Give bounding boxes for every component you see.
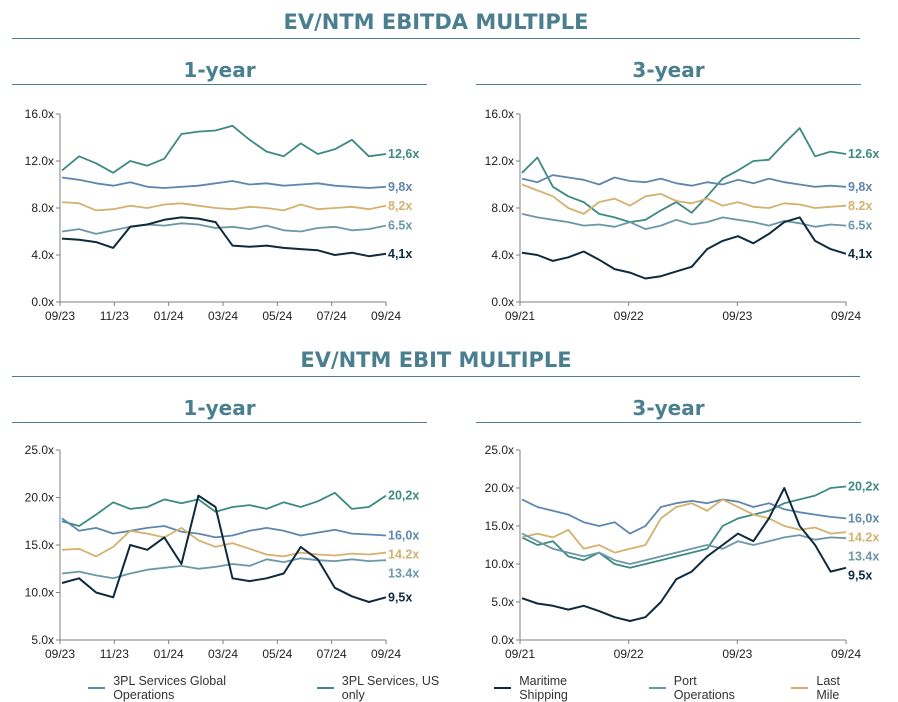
ebitda-section-title: EV/NTM EBITDA MULTIPLE [12, 10, 860, 39]
x-tick-label: 09/21 [505, 647, 535, 661]
y-tick-label: 20.0x [25, 491, 54, 505]
series-line-us [521, 127, 847, 223]
legend-swatch [88, 687, 106, 689]
y-tick-label: 8.0x [31, 201, 54, 215]
x-tick-label: 09/24 [371, 309, 401, 323]
end-value-label: 9,8x [388, 180, 412, 194]
x-tick-label: 05/24 [262, 309, 292, 323]
end-value-label: 13.4x [388, 567, 419, 581]
y-tick-label: 16.0x [485, 107, 514, 121]
y-tick-label: 20.0x [485, 481, 514, 495]
end-value-label: 14.2x [848, 530, 879, 544]
end-value-label: 8,2x [388, 199, 412, 213]
x-tick-label: 11/23 [100, 309, 129, 323]
end-value-label: 20,2x [388, 489, 419, 503]
y-tick-label: 0.0x [31, 295, 54, 309]
y-tick-label: 8.0x [491, 201, 514, 215]
end-value-label: 6.5x [848, 219, 872, 233]
series-line-maritime [521, 216, 847, 280]
end-value-label: 14.2x [388, 548, 419, 562]
x-tick-label: 01/24 [154, 309, 184, 323]
series-line-lastmile [61, 201, 387, 212]
end-value-label: 9,5x [388, 590, 412, 604]
x-tick-label: 01/24 [154, 647, 184, 661]
end-value-label: 8.2x [848, 199, 872, 213]
end-value-label: 6.5x [388, 219, 412, 233]
x-tick-label: 05/24 [262, 647, 292, 661]
y-tick-label: 25.0x [485, 443, 514, 457]
legend-swatch [648, 687, 666, 689]
series-line-port [61, 222, 387, 235]
series-line-lastmile [521, 498, 847, 554]
series-line-port [61, 557, 387, 580]
series-line-us [521, 485, 847, 569]
x-tick-label: 09/23 [722, 309, 752, 323]
y-tick-label: 5.0x [491, 595, 514, 609]
ebitda-3y-chart: 0.0x 4.0x 8.0x 12.0x 16.0x 09/21 09/22 09/23 09/… [485, 107, 880, 323]
end-value-label: 4,1x [388, 247, 412, 261]
ebit-1y-title: 1-year [12, 396, 427, 423]
series-line-port [521, 213, 847, 231]
x-tick-label: 09/22 [614, 309, 644, 323]
series-line-maritime [61, 494, 387, 603]
series-line-maritime [521, 487, 847, 622]
ebitda-1y-chart: 0.0x 4.0x 8.0x 12.0x 16.0x 09/23 11/23 01/24 03/… [25, 107, 420, 323]
series-line-us [61, 124, 387, 174]
end-value-label: 4,1x [848, 247, 872, 261]
series-line-global [521, 174, 847, 188]
series-line-global [521, 498, 847, 535]
ebit-3y-title: 3-year [476, 396, 861, 423]
y-tick-label: 0.0x [491, 633, 514, 647]
x-tick-label: 09/23 [45, 309, 75, 323]
ebit-3y-chart: 0.0x 5.0x 10.0x 15.0x 20.0x 25.0x 09/21 09/22 09… [485, 443, 880, 661]
series-line-maritime [61, 216, 387, 258]
end-value-label: 16,0x [848, 511, 879, 525]
ebit-section-title: EV/NTM EBIT MULTIPLE [12, 348, 860, 377]
ebit-1y-chart: 5.0x 10.0x 15.0x 20.0x 25.0x 09/23 11/23 01/24 0… [25, 443, 420, 661]
x-tick-label: 07/24 [317, 647, 347, 661]
x-tick-label: 09/23 [722, 647, 752, 661]
x-tick-label: 09/22 [614, 647, 644, 661]
series-line-lastmile [521, 183, 847, 215]
x-tick-label: 09/24 [831, 309, 861, 323]
y-tick-label: 10.0x [25, 586, 54, 600]
legend-swatch [791, 687, 809, 689]
x-tick-label: 09/23 [45, 647, 75, 661]
end-value-label: 12,6x [388, 147, 419, 161]
end-value-label: 9,5x [848, 568, 872, 582]
series-line-port [521, 532, 847, 565]
y-tick-label: 4.0x [491, 248, 514, 262]
y-tick-label: 12.0x [485, 154, 514, 168]
y-tick-label: 4.0x [31, 248, 54, 262]
end-value-label: 9,8x [848, 180, 872, 194]
y-tick-label: 15.0x [485, 519, 514, 533]
legend-swatch [494, 687, 512, 689]
y-tick-label: 5.0x [31, 633, 54, 647]
ebitda-1y-title: 1-year [12, 58, 427, 85]
end-value-label: 20,2x [848, 479, 879, 493]
x-tick-label: 11/23 [100, 647, 129, 661]
end-value-label: 16,0x [388, 529, 419, 543]
series-line-global [61, 176, 387, 189]
x-tick-label: 09/24 [371, 647, 401, 661]
series-line-global [61, 517, 387, 539]
y-tick-label: 15.0x [25, 538, 54, 552]
y-tick-label: 25.0x [25, 443, 54, 457]
legend-swatch [316, 687, 334, 689]
end-value-label: 13.4x [848, 549, 879, 563]
series-line-us [61, 491, 387, 527]
ebitda-3y-title: 3-year [476, 58, 861, 85]
x-tick-label: 09/24 [831, 647, 861, 661]
x-tick-label: 03/24 [208, 309, 238, 323]
y-tick-label: 0.0x [491, 295, 514, 309]
x-tick-label: 09/21 [505, 309, 535, 323]
y-tick-label: 10.0x [485, 557, 514, 571]
x-tick-label: 07/24 [317, 309, 347, 323]
y-tick-label: 16.0x [25, 107, 54, 121]
x-tick-label: 03/24 [208, 647, 238, 661]
end-value-label: 12.6x [848, 147, 879, 161]
y-tick-label: 12.0x [25, 154, 54, 168]
